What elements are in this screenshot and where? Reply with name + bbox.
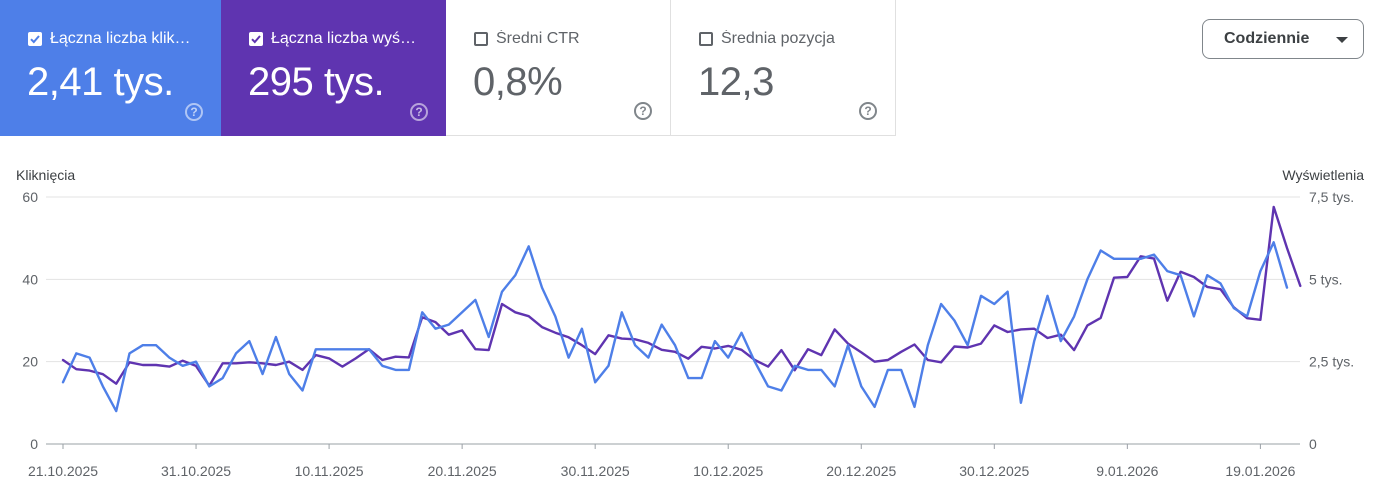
series-line-clicks (61, 241, 1289, 413)
x-tick-label: 20.11.2025 (428, 463, 497, 479)
x-tick-label: 30.11.2025 (561, 463, 630, 479)
y-axis-label-left: Kliknięcia (16, 167, 76, 183)
x-tick-label: 10.12.2025 (693, 463, 763, 479)
metric-value: 12,3 (698, 60, 774, 104)
help-icon[interactable]: ? (185, 103, 203, 121)
granularity-dropdown[interactable]: Codziennie (1202, 19, 1364, 59)
x-tick-label: 30.12.2025 (959, 463, 1029, 479)
metric-label: Średnia pozycja (721, 30, 835, 47)
metric-card-ctr[interactable]: Średni CTR 0,8% ? (446, 0, 671, 136)
y-tick-label-right: 0 (1309, 436, 1317, 452)
metric-label: Łączna liczba wyś… (271, 30, 416, 47)
x-tick-label: 19.01.2026 (1225, 463, 1295, 479)
checkbox-unchecked-icon[interactable] (474, 32, 488, 46)
x-tick-label: 31.10.2025 (161, 463, 231, 479)
help-icon[interactable]: ? (859, 102, 877, 120)
y-tick-label-left: 20 (22, 354, 38, 370)
metric-card-clicks[interactable]: Łączna liczba klik… 2,41 tys. ? (0, 0, 221, 136)
y-tick-label-right: 2,5 tys. (1309, 354, 1354, 370)
x-tick-label: 9.01.2026 (1096, 463, 1158, 479)
checkbox-unchecked-icon[interactable] (699, 32, 713, 46)
y-tick-label-right: 7,5 tys. (1309, 189, 1354, 205)
x-tick-label: 10.11.2025 (295, 463, 364, 479)
y-axis-label-right: Wyświetlenia (1282, 167, 1364, 183)
x-tick-label: 20.12.2025 (826, 463, 896, 479)
checkbox-checked-icon[interactable] (249, 32, 263, 46)
help-icon[interactable]: ? (634, 102, 652, 120)
y-tick-label-left: 60 (22, 189, 38, 205)
checkbox-checked-icon[interactable] (28, 32, 42, 46)
y-tick-label-left: 0 (30, 436, 38, 452)
performance-chart: 0 0 20 2,5 tys. 40 5 tys. 60 7,5 tys. 21.10.2025… (22, 189, 1354, 479)
metric-value: 295 tys. (248, 60, 385, 104)
help-icon[interactable]: ? (410, 103, 428, 121)
x-tick-label: 21.10.2025 (28, 463, 98, 479)
dropdown-arrow-icon (1336, 37, 1348, 43)
metric-label: Średni CTR (496, 30, 580, 47)
y-tick-label-left: 40 (22, 271, 38, 287)
dropdown-label: Codziennie (1224, 30, 1310, 47)
metric-value: 2,41 tys. (27, 60, 174, 104)
metric-value: 0,8% (473, 60, 563, 104)
metric-card-impressions[interactable]: Łączna liczba wyś… 295 tys. ? (221, 0, 446, 136)
metric-label: Łączna liczba klik… (50, 30, 191, 47)
series-line-impressions (61, 205, 1302, 387)
y-tick-label-right: 5 tys. (1309, 271, 1342, 287)
metric-card-position[interactable]: Średnia pozycja 12,3 ? (671, 0, 896, 136)
